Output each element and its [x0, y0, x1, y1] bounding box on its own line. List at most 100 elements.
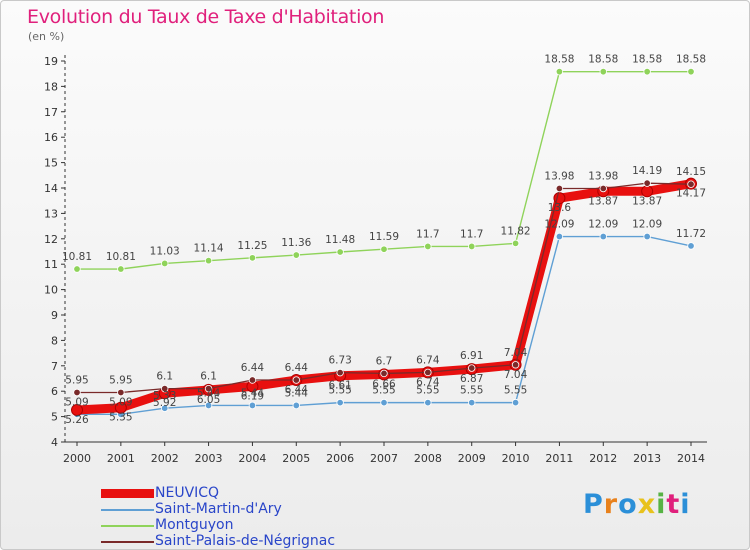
data-point — [248, 254, 257, 262]
x-tick-label: 2005 — [282, 452, 310, 465]
data-point — [424, 368, 432, 377]
data-label: 5.35 — [109, 412, 132, 424]
data-label: 5.92 — [153, 397, 176, 409]
data-label: 18.58 — [544, 54, 574, 66]
data-label: 7.04 — [504, 347, 528, 359]
data-label: 10.81 — [106, 251, 136, 263]
data-label: 5.55 — [504, 385, 527, 397]
data-point — [424, 242, 432, 251]
data-point — [204, 256, 213, 265]
y-tick-label: 6 — [51, 385, 58, 398]
x-tick-label: 2001 — [107, 452, 135, 465]
data-label: 6.74 — [416, 354, 440, 366]
brand-letter: t — [666, 489, 681, 520]
x-tick-label: 2004 — [238, 452, 266, 465]
data-label: 11.59 — [369, 231, 399, 243]
data-label: 5.26 — [65, 414, 89, 426]
data-label: 5.44 — [285, 387, 309, 399]
data-point — [117, 388, 125, 397]
data-point — [599, 67, 607, 76]
data-point — [161, 259, 169, 268]
data-label: 11.03 — [150, 245, 180, 257]
data-point — [424, 398, 432, 407]
data-label: 6.66 — [372, 378, 396, 390]
data-point — [336, 398, 344, 407]
brand-letter: P — [583, 489, 604, 520]
y-tick-label: 4 — [51, 436, 58, 449]
x-tick-label: 2008 — [414, 452, 442, 465]
data-label: 6.73 — [328, 355, 351, 367]
data-point — [73, 388, 81, 397]
y-tick-label: 18 — [44, 80, 58, 93]
data-point — [292, 376, 300, 384]
data-label: 13.6 — [548, 202, 572, 214]
data-point — [73, 265, 81, 273]
data-label: 5.55 — [328, 385, 351, 397]
data-point — [643, 232, 651, 241]
x-tick-label: 2002 — [151, 452, 179, 465]
data-label: 5.95 — [109, 374, 132, 386]
data-label: 14.19 — [632, 165, 662, 177]
x-tick-label: 2006 — [326, 452, 354, 465]
y-tick-label: 19 — [44, 55, 58, 68]
y-tick-label: 15 — [44, 157, 58, 170]
legend-label-saint-palais: Saint-Palais-de-Négrignac — [155, 533, 336, 549]
data-label: 11.72 — [676, 228, 706, 240]
y-tick-label: 7 — [51, 360, 58, 373]
data-point — [248, 401, 257, 410]
data-label: 6.44 — [285, 384, 309, 396]
data-label: 5.55 — [416, 385, 439, 397]
data-point — [248, 376, 257, 384]
legend-label-montguyon: Montguyon — [155, 517, 234, 533]
data-label: 11.36 — [281, 237, 311, 249]
data-point — [380, 369, 388, 378]
data-label: 5.09 — [109, 396, 132, 408]
data-label: 11.82 — [501, 225, 531, 237]
data-label: 13.98 — [544, 171, 574, 183]
data-label: 13.87 — [632, 195, 662, 207]
y-tick-label: 11 — [44, 258, 58, 271]
data-label: 6.05 — [197, 394, 220, 406]
data-point — [204, 401, 213, 410]
data-label: 6.7 — [376, 355, 393, 367]
data-label: 7.04 — [504, 369, 528, 381]
unit-label: (en %) — [28, 30, 65, 43]
data-label: 14.15 — [676, 166, 706, 178]
data-label: 12.09 — [544, 219, 574, 231]
x-tick-label: 2014 — [677, 452, 705, 465]
legend-swatch-saint-palais — [101, 541, 154, 543]
brand-logo: Proxiti — [583, 489, 691, 520]
x-tick-label: 2010 — [502, 452, 530, 465]
data-point — [511, 239, 520, 248]
data-label: 11.7 — [416, 228, 439, 240]
data-label: 11.48 — [325, 234, 355, 246]
data-label: 6.61 — [328, 380, 351, 392]
x-tick-label: 2011 — [545, 452, 573, 465]
data-label: 5.95 — [65, 374, 88, 386]
data-label: 6.87 — [460, 373, 483, 385]
data-point — [599, 184, 607, 193]
data-point — [292, 401, 300, 410]
legend-swatch-saint-martin — [101, 509, 154, 511]
data-label: 6.1 — [200, 371, 217, 383]
y-tick-label: 9 — [51, 309, 58, 322]
data-label: 5.33 — [153, 390, 176, 402]
data-point — [161, 404, 169, 412]
data-label: 12.09 — [632, 219, 662, 231]
legend-swatch-neuvicq — [101, 489, 154, 498]
data-point — [643, 179, 651, 187]
brand-letter: r — [603, 489, 619, 520]
data-point — [687, 180, 695, 188]
data-label: 13.98 — [588, 171, 618, 183]
data-point — [161, 384, 169, 393]
data-label: 5.09 — [65, 396, 88, 408]
data-label: 13.87 — [588, 195, 618, 207]
data-point — [687, 242, 695, 250]
data-label: 6.19 — [241, 390, 264, 402]
data-point — [114, 401, 127, 414]
x-tick-label: 2013 — [633, 452, 661, 465]
data-point — [468, 398, 476, 407]
y-tick-label: 12 — [44, 233, 58, 246]
